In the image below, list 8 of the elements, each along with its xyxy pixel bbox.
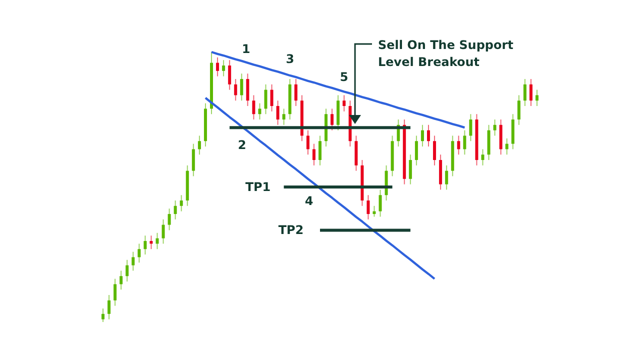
annotation: 5: [340, 70, 348, 84]
annotation: 1: [242, 42, 250, 56]
annotation: Sell On The Support Level Breakout: [378, 38, 514, 69]
annotation: TP1: [245, 180, 271, 194]
annotation: TP2: [278, 223, 304, 237]
annotation: 4: [304, 194, 314, 208]
annotation: 2: [238, 138, 246, 152]
annotation: 3: [286, 52, 294, 66]
